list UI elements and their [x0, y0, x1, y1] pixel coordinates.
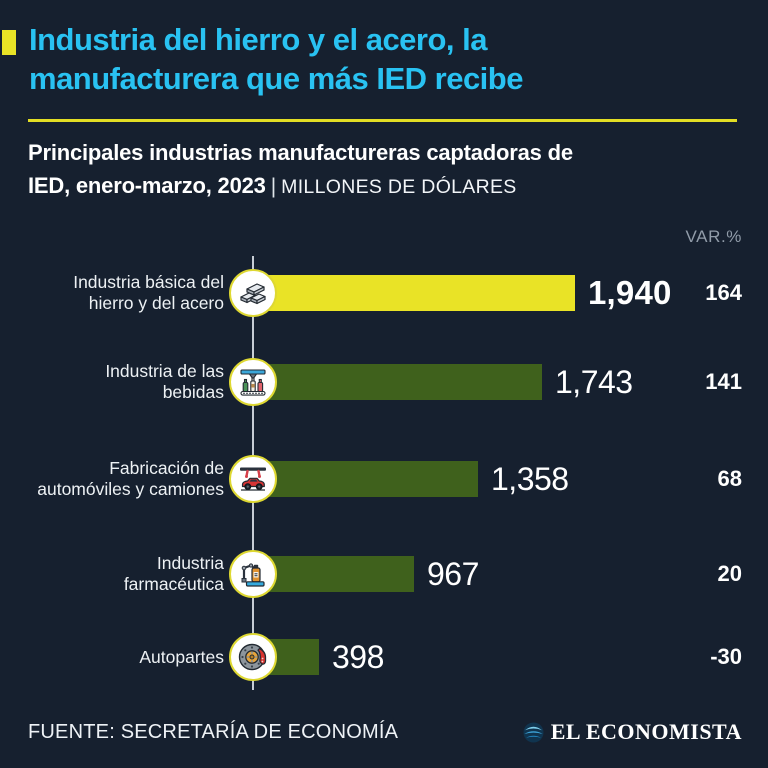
title-line-2: manufacturera que más IED recibe [29, 61, 523, 96]
car-assembly-icon [229, 455, 277, 503]
source-credit: FUENTE: SECRETARÍA DE ECONOMÍA [28, 721, 399, 743]
var-percent-value: -30 [710, 644, 742, 669]
publisher-name: EL ECONOMISTA [550, 719, 742, 744]
value-label: 1,743 [555, 363, 633, 400]
title-divider-line [28, 119, 737, 122]
chart-row-autoparts: Autopartes 398 [0, 633, 768, 681]
value-label: 967 [427, 555, 479, 592]
page-title: Industria del hierro y el acero, la manu… [29, 20, 744, 98]
chart-subtitle: Principales industrias manufactureras ca… [28, 138, 743, 204]
chart-row-automobiles: Fabricación de automóviles y camiones [0, 455, 768, 503]
publisher-logo: EL ECONOMISTA [522, 719, 742, 745]
subtitle-separator: | [270, 175, 277, 198]
el-economista-logo-icon [522, 721, 545, 744]
category-label: Autopartes [139, 646, 224, 667]
category-label: Industria básica del hierro y del acero [73, 272, 224, 313]
chart-row-beverages: Industria de las bebidas [0, 358, 768, 406]
value-label: 1,358 [491, 460, 569, 497]
var-percent-value: 68 [717, 466, 742, 491]
value-label: 398 [332, 638, 384, 675]
subtitle-period: IED, enero-marzo, 2023 [28, 173, 266, 198]
value-label: 1,940 [588, 274, 672, 311]
category-label: Fabricación de automóviles y camiones [37, 458, 224, 499]
subtitle-units: MILLONES DE DÓLARES [281, 176, 517, 198]
var-percent-value: 141 [705, 369, 742, 394]
title-accent-square [2, 30, 16, 55]
var-percent-value: 20 [717, 561, 742, 586]
beverage-bottling-icon [229, 358, 277, 406]
chart-row-steel: Industria básica del hierro y del acero [0, 269, 768, 317]
pharma-bottle-icon [229, 550, 277, 598]
subtitle-line-1: Principales industrias manufactureras ca… [28, 140, 573, 165]
bar-automobiles [253, 461, 478, 497]
bar-beverages [253, 364, 542, 400]
var-percent-value: 164 [705, 280, 742, 305]
category-label: Industria de las bebidas [105, 361, 224, 402]
brake-disc-icon [229, 633, 277, 681]
category-label: Industria farmacéutica [123, 553, 224, 594]
title-line-1: Industria del hierro y el acero, la [29, 22, 488, 57]
bar-steel [253, 275, 575, 311]
chart-row-pharma: Industria farmacéutica [0, 550, 768, 598]
bar-pharma [253, 556, 414, 592]
steel-ingots-icon [229, 269, 277, 317]
var-percent-column-header: VAR.% [685, 227, 742, 246]
